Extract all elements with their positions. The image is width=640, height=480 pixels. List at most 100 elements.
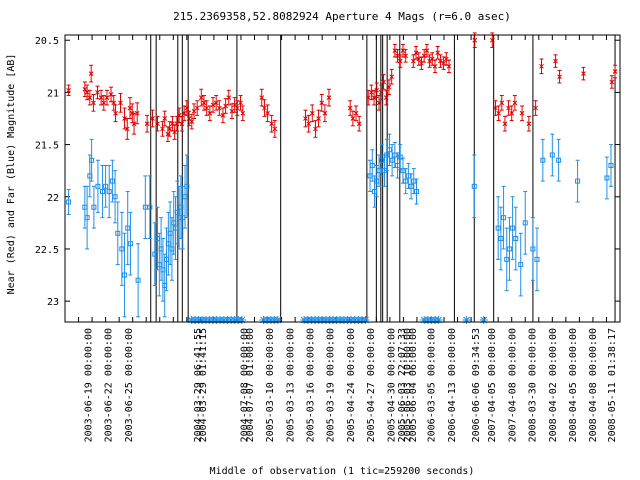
y-axis-label: Near (Red) and Far (Blue) Magnitude [AB] <box>6 54 17 295</box>
data-point-blue <box>518 262 524 268</box>
data-point-red <box>496 110 501 116</box>
data-point-red <box>91 100 96 106</box>
data-point-red <box>303 116 308 121</box>
data-point-red <box>438 58 443 64</box>
data-point-blue <box>389 157 395 163</box>
data-point-red <box>519 110 525 116</box>
data-point-red <box>526 121 532 127</box>
data-point-red <box>306 121 312 127</box>
x-tick-label: 2008-04-08 00:00:00 <box>588 328 599 442</box>
data-point-red <box>381 79 386 85</box>
data-point-blue <box>369 162 375 168</box>
upper-limit-marker <box>479 316 488 324</box>
data-point-blue <box>103 183 109 189</box>
event-lines <box>150 35 616 322</box>
data-point-blue <box>135 277 141 283</box>
data-point-blue <box>522 220 528 226</box>
data-point-red <box>66 87 71 93</box>
data-point-red <box>506 105 511 111</box>
data-point-red <box>127 105 133 111</box>
x-tick-label: 2003-06-25 00:00:00 <box>124 328 135 442</box>
data-point-red <box>316 116 321 121</box>
y-tick-label: 22.5 <box>35 245 59 256</box>
data-point-red <box>319 100 325 106</box>
data-point-blue <box>384 152 390 158</box>
data-point-blue <box>400 168 406 174</box>
data-point-red <box>432 63 438 69</box>
data-point-red <box>184 105 190 111</box>
x-tick-label: 2005-03-16 00:00:00 <box>306 328 317 442</box>
data-point-blue <box>506 246 512 252</box>
chart-title: 215.2369358,52.8082924 Aperture 4 Mags (… <box>173 10 511 23</box>
data-point-blue <box>122 272 128 278</box>
data-point-blue <box>125 225 131 231</box>
data-point-red <box>493 105 498 111</box>
upper-limit-marker <box>273 316 282 324</box>
data-point-red <box>353 110 359 116</box>
x-tick-label: 2005-06-03 10:00:00 <box>402 328 413 442</box>
plot-frame <box>64 34 621 323</box>
data-point-red <box>350 116 356 121</box>
data-point-blue <box>386 147 392 153</box>
data-point-red <box>210 102 216 108</box>
data-point-red <box>539 63 544 69</box>
x-tick-label: 2005-04-27 00:00:00 <box>366 328 377 442</box>
data-point-blue <box>84 215 90 221</box>
data-point-red <box>365 95 371 100</box>
x-tick-label: 2004-07-08 00:00:00 <box>240 328 251 442</box>
data-point-red <box>181 110 187 116</box>
data-point-red <box>371 95 377 100</box>
data-point-red <box>386 84 392 90</box>
y-tick-label: 23 <box>47 297 59 308</box>
data-point-red <box>533 105 538 111</box>
series-far-upper-limits <box>187 316 488 324</box>
x-tick-label: 2006-06-06 09:34:53 <box>471 328 482 442</box>
data-point-red <box>356 121 362 127</box>
x-tick-label: 2003-06-22 00:00:00 <box>104 328 115 442</box>
x-tick-label: 2006-04-13 00:00:00 <box>447 328 458 442</box>
data-point-red <box>272 126 278 132</box>
data-point-blue <box>376 168 382 174</box>
data-point-red <box>383 95 389 100</box>
data-point-blue <box>112 194 118 200</box>
data-point-blue <box>549 152 555 158</box>
data-point-blue <box>504 256 510 262</box>
data-point-blue <box>66 199 72 205</box>
data-point-red <box>612 69 618 74</box>
x-tick-label: 2005-06-04 06:00:00 <box>408 328 419 442</box>
data-point-blue <box>575 178 581 184</box>
data-point-blue <box>495 225 501 231</box>
data-point-red <box>265 110 270 116</box>
data-point-blue <box>408 183 414 189</box>
data-point-blue <box>89 157 95 163</box>
data-point-red <box>150 116 155 121</box>
y-tick-label: 20.5 <box>35 36 59 47</box>
data-point-red <box>101 100 107 106</box>
data-point-red <box>499 100 505 106</box>
data-point-blue <box>530 246 536 252</box>
data-point-blue <box>127 241 133 247</box>
data-point-blue <box>608 162 614 168</box>
data-point-blue <box>379 157 385 163</box>
data-point-red <box>509 110 515 116</box>
data-point-red <box>82 86 88 92</box>
data-point-blue <box>414 189 419 195</box>
data-point-red <box>416 56 422 62</box>
data-point-red <box>220 113 226 118</box>
x-tick-label: 2008-05-11 01:38:17 <box>607 328 618 442</box>
y-axis-ticks: 20.5 21 21.5 22 22.5 23 <box>35 36 620 308</box>
x-tick-label: 2004-03-29 01:41:15 <box>198 328 209 442</box>
x-tick-label: 2005-03-13 00:00:00 <box>285 328 296 442</box>
x-tick-label: 2005-04-30 00:00:00 <box>386 328 397 442</box>
x-tick-label: 2008-04-02 00:00:00 <box>548 328 559 442</box>
data-point-blue <box>604 175 610 181</box>
data-point-red <box>322 110 328 116</box>
data-point-blue <box>498 236 504 242</box>
data-point-red <box>269 121 275 127</box>
data-point-red <box>472 37 478 43</box>
data-point-blue <box>392 152 398 158</box>
series-near-red <box>66 32 618 142</box>
data-point-blue <box>501 215 507 221</box>
data-point-red <box>512 100 518 106</box>
